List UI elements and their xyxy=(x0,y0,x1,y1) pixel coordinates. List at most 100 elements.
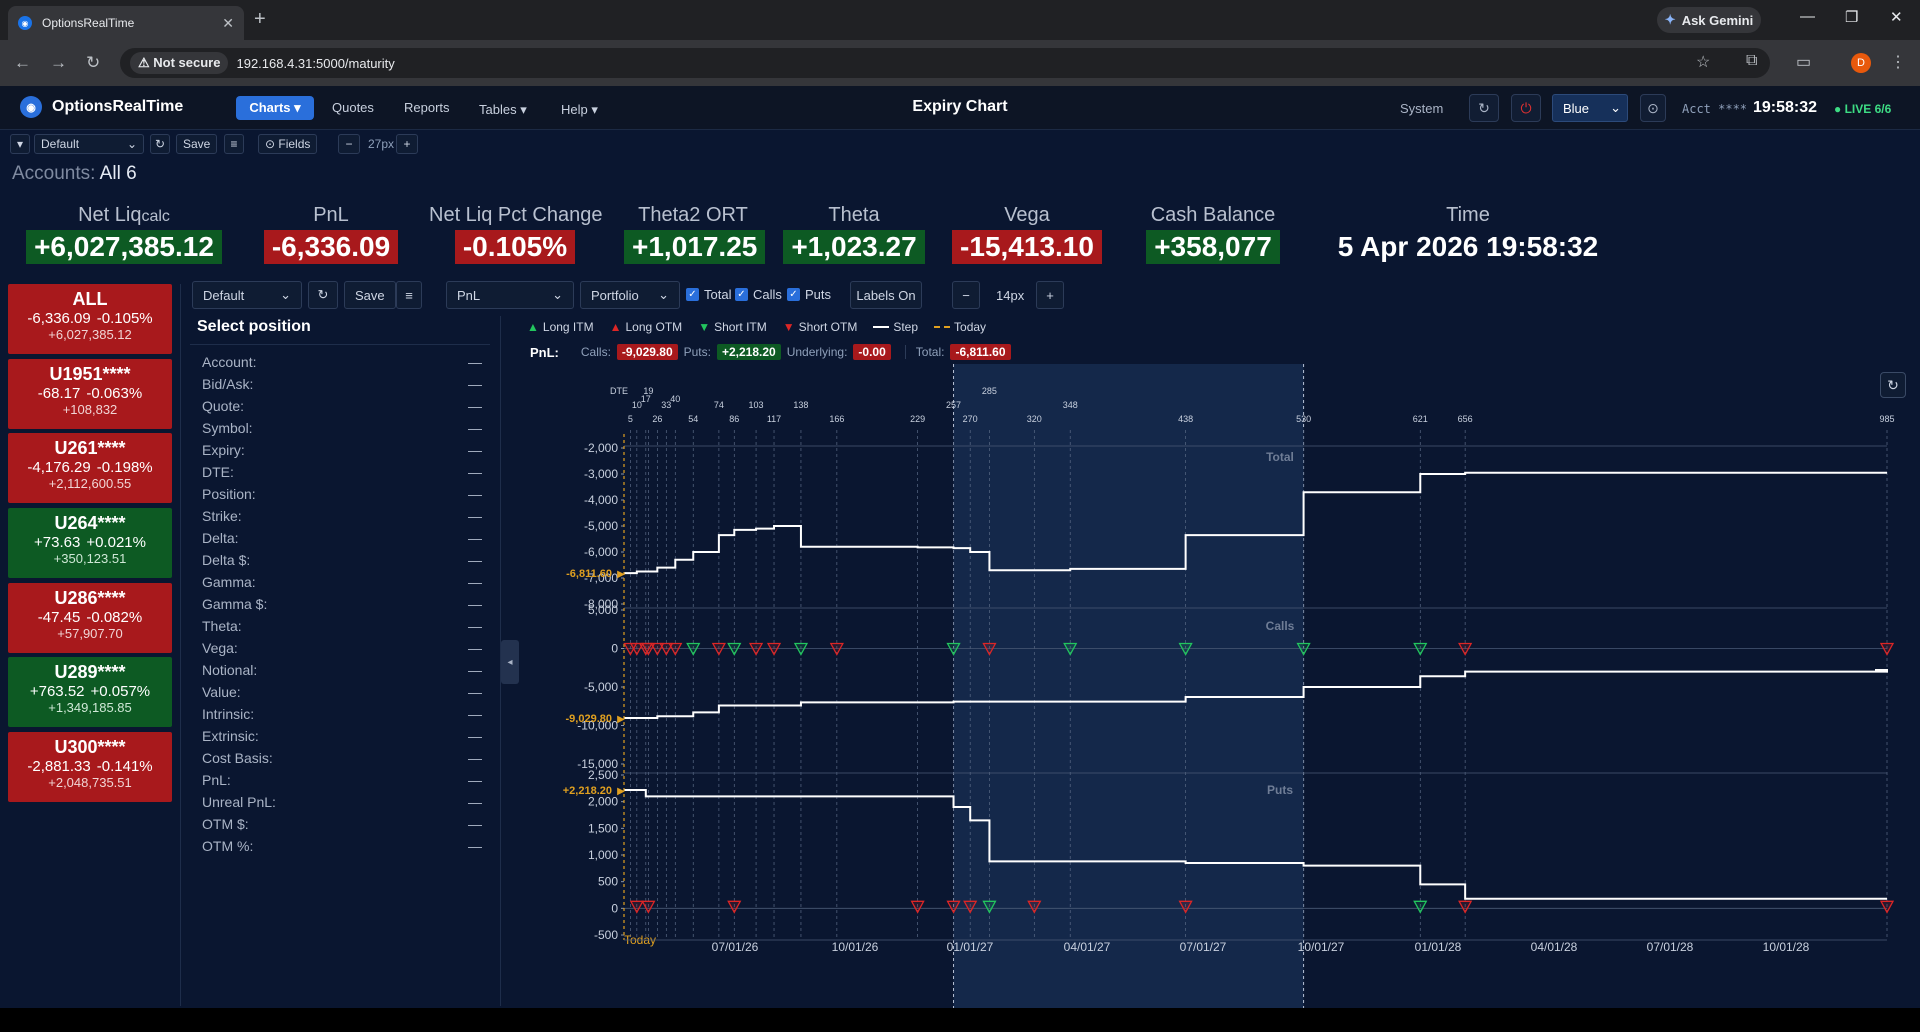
legend-step: Step xyxy=(873,320,918,334)
minimize-icon[interactable]: — xyxy=(1800,8,1815,25)
fields-button[interactable]: ⊙ Fields xyxy=(258,134,318,154)
dte-tick-label: 138 xyxy=(793,400,808,410)
option-marker xyxy=(963,900,978,914)
position-field-value: — xyxy=(468,354,482,370)
chart-font-increase-button[interactable]: + xyxy=(1036,281,1064,309)
address-bar[interactable]: ⚠ Not secure 192.168.4.31:5000/maturity xyxy=(120,48,1770,78)
option-marker xyxy=(946,642,961,656)
bookmark-star-icon[interactable]: ☆ xyxy=(1696,54,1711,71)
position-field-value: — xyxy=(468,750,482,766)
nav-charts[interactable]: Charts ▾ xyxy=(236,96,314,120)
chart-list-button[interactable]: ≡ xyxy=(396,281,422,309)
chart-refresh-button[interactable]: ↻ xyxy=(1880,372,1906,398)
font-decrease-button[interactable]: − xyxy=(338,134,360,154)
back-icon[interactable]: ← xyxy=(14,53,31,72)
nav-quotes[interactable]: Quotes xyxy=(332,100,374,115)
chart-font-size: 14px xyxy=(996,287,1025,303)
browser-tab[interactable]: ◉ OptionsRealTime ✕ xyxy=(8,6,244,40)
account-card[interactable]: U289**** +763.52 +0.057% +1,349,185.85 xyxy=(8,657,172,728)
logo-icon: ◉ xyxy=(20,96,42,118)
ask-gemini-label: Ask Gemini xyxy=(1681,12,1754,28)
account-card[interactable]: U264**** +73.63 +0.021% +350,123.51 xyxy=(8,508,172,579)
chart-reload-button[interactable]: ↻ xyxy=(308,281,338,309)
metric-select[interactable]: PnL ⌄ xyxy=(446,281,574,309)
calls-checkbox[interactable]: ✓ Calls xyxy=(735,287,782,302)
account-card[interactable]: ALL -6,336.09 -0.105% +6,027,385.12 xyxy=(8,284,172,354)
browser-tab-bar: ◉ OptionsRealTime ✕ + ✦ Ask Gemini — ❐ ✕ xyxy=(0,0,1920,40)
layout-list-button[interactable]: ≡ xyxy=(224,134,244,154)
nav-help[interactable]: Help ▾ xyxy=(561,102,598,117)
position-field-label: Gamma: xyxy=(202,574,256,590)
option-marker xyxy=(1178,642,1193,656)
calls-checkbox-label: Calls xyxy=(753,287,782,302)
reload-icon[interactable]: ↻ xyxy=(86,53,101,72)
chart-layout-select[interactable]: Default ⌄ xyxy=(192,281,302,309)
dte-tick-label: 270 xyxy=(963,414,978,424)
profile-avatar[interactable]: D xyxy=(1851,53,1871,73)
font-increase-button[interactable]: + xyxy=(396,134,418,154)
x-tick-label: 01/01/27 xyxy=(947,940,994,954)
y-tick-label: -5,000 xyxy=(584,519,618,533)
chevron-down-icon: ⌄ xyxy=(126,137,137,151)
forward-icon[interactable]: → xyxy=(50,53,67,72)
divider xyxy=(180,284,181,1006)
legend-short-otm: ▼ Short OTM xyxy=(783,320,858,334)
chart-save-button[interactable]: Save xyxy=(344,281,396,309)
collapse-panel-handle[interactable]: ◂ xyxy=(501,640,519,684)
puts-checkbox[interactable]: ✓ Puts xyxy=(787,287,831,302)
not-secure-badge[interactable]: ⚠ Not secure xyxy=(130,52,229,74)
nav-tables[interactable]: Tables ▾ xyxy=(479,102,527,117)
layout-save-button[interactable]: Save xyxy=(176,134,218,154)
y-tick-label: 1,500 xyxy=(588,821,618,835)
system-label[interactable]: System xyxy=(1400,101,1444,116)
position-field-label: Unreal PnL: xyxy=(202,794,276,810)
app-logo[interactable]: ◉ OptionsRealTime xyxy=(20,96,183,118)
labels-toggle-button[interactable]: Labels On xyxy=(850,281,922,309)
account-name: U300**** xyxy=(54,737,126,758)
dashed-line-swatch-icon xyxy=(934,326,951,328)
nav-reports[interactable]: Reports xyxy=(404,100,450,115)
chevron-down-icon: ⌄ xyxy=(1610,100,1621,115)
account-netliq: +1,349,185.85 xyxy=(48,700,132,716)
account-card[interactable]: U300**** -2,881.33 -0.141% +2,048,735.51 xyxy=(8,732,172,803)
close-window-icon[interactable]: ✕ xyxy=(1890,9,1903,26)
account-card[interactable]: U286**** -47.45 -0.082% +57,907.70 xyxy=(8,582,172,653)
theme-select[interactable]: Blue ⌄ xyxy=(1552,94,1628,122)
metric-value: +358,077 xyxy=(1146,230,1280,264)
layout-menu-button[interactable]: ▾ xyxy=(10,134,30,154)
position-field-row: OTM %: — xyxy=(190,835,490,857)
side-panel-icon[interactable]: ▭ xyxy=(1796,54,1812,71)
position-field-row: Cost Basis: — xyxy=(190,747,490,769)
dte-tick-label: 26 xyxy=(652,414,662,424)
ask-gemini-button[interactable]: ✦ Ask Gemini xyxy=(1657,7,1761,33)
account-card[interactable]: U1951**** -68.17 -0.063% +108,832 xyxy=(8,358,172,429)
chart-font-decrease-button[interactable]: − xyxy=(952,281,980,309)
position-field-row: Extrinsic: — xyxy=(190,725,490,747)
extensions-icon[interactable]: ⧉ xyxy=(1746,52,1758,69)
position-field-value: — xyxy=(468,486,482,502)
position-field-label: OTM $: xyxy=(202,816,249,832)
browser-menu-icon[interactable]: ⋮ xyxy=(1890,54,1906,71)
layout-reload-button[interactable]: ↻ xyxy=(150,134,170,154)
refresh-button[interactable]: ↻ xyxy=(1469,94,1499,122)
layout-select[interactable]: Default ⌄ xyxy=(34,134,144,154)
panel-label: Puts xyxy=(1267,783,1293,797)
total-checkbox[interactable]: ✓ Total xyxy=(686,287,731,302)
option-marker xyxy=(1879,642,1895,656)
position-field-row: Bid/Ask: — xyxy=(190,373,490,395)
position-field-row: Symbol: — xyxy=(190,417,490,439)
divider xyxy=(500,316,501,1006)
y-tick-label: -2,000 xyxy=(584,441,618,455)
power-button[interactable]: ⏻ xyxy=(1511,94,1541,122)
tab-close-icon[interactable]: ✕ xyxy=(222,14,234,31)
position-field-value: — xyxy=(468,728,482,744)
account-card[interactable]: U261**** -4,176.29 -0.198% +2,112,600.55 xyxy=(8,433,172,504)
new-tab-button[interactable]: + xyxy=(254,8,266,30)
settings-button[interactable]: ⊙ xyxy=(1640,94,1666,122)
metric-label: Time xyxy=(1446,204,1490,226)
option-marker xyxy=(1063,642,1078,656)
dte-tick-label: 621 xyxy=(1413,414,1428,424)
restore-icon[interactable]: ❐ xyxy=(1845,9,1859,26)
scope-select[interactable]: Portfolio ⌄ xyxy=(580,281,680,309)
